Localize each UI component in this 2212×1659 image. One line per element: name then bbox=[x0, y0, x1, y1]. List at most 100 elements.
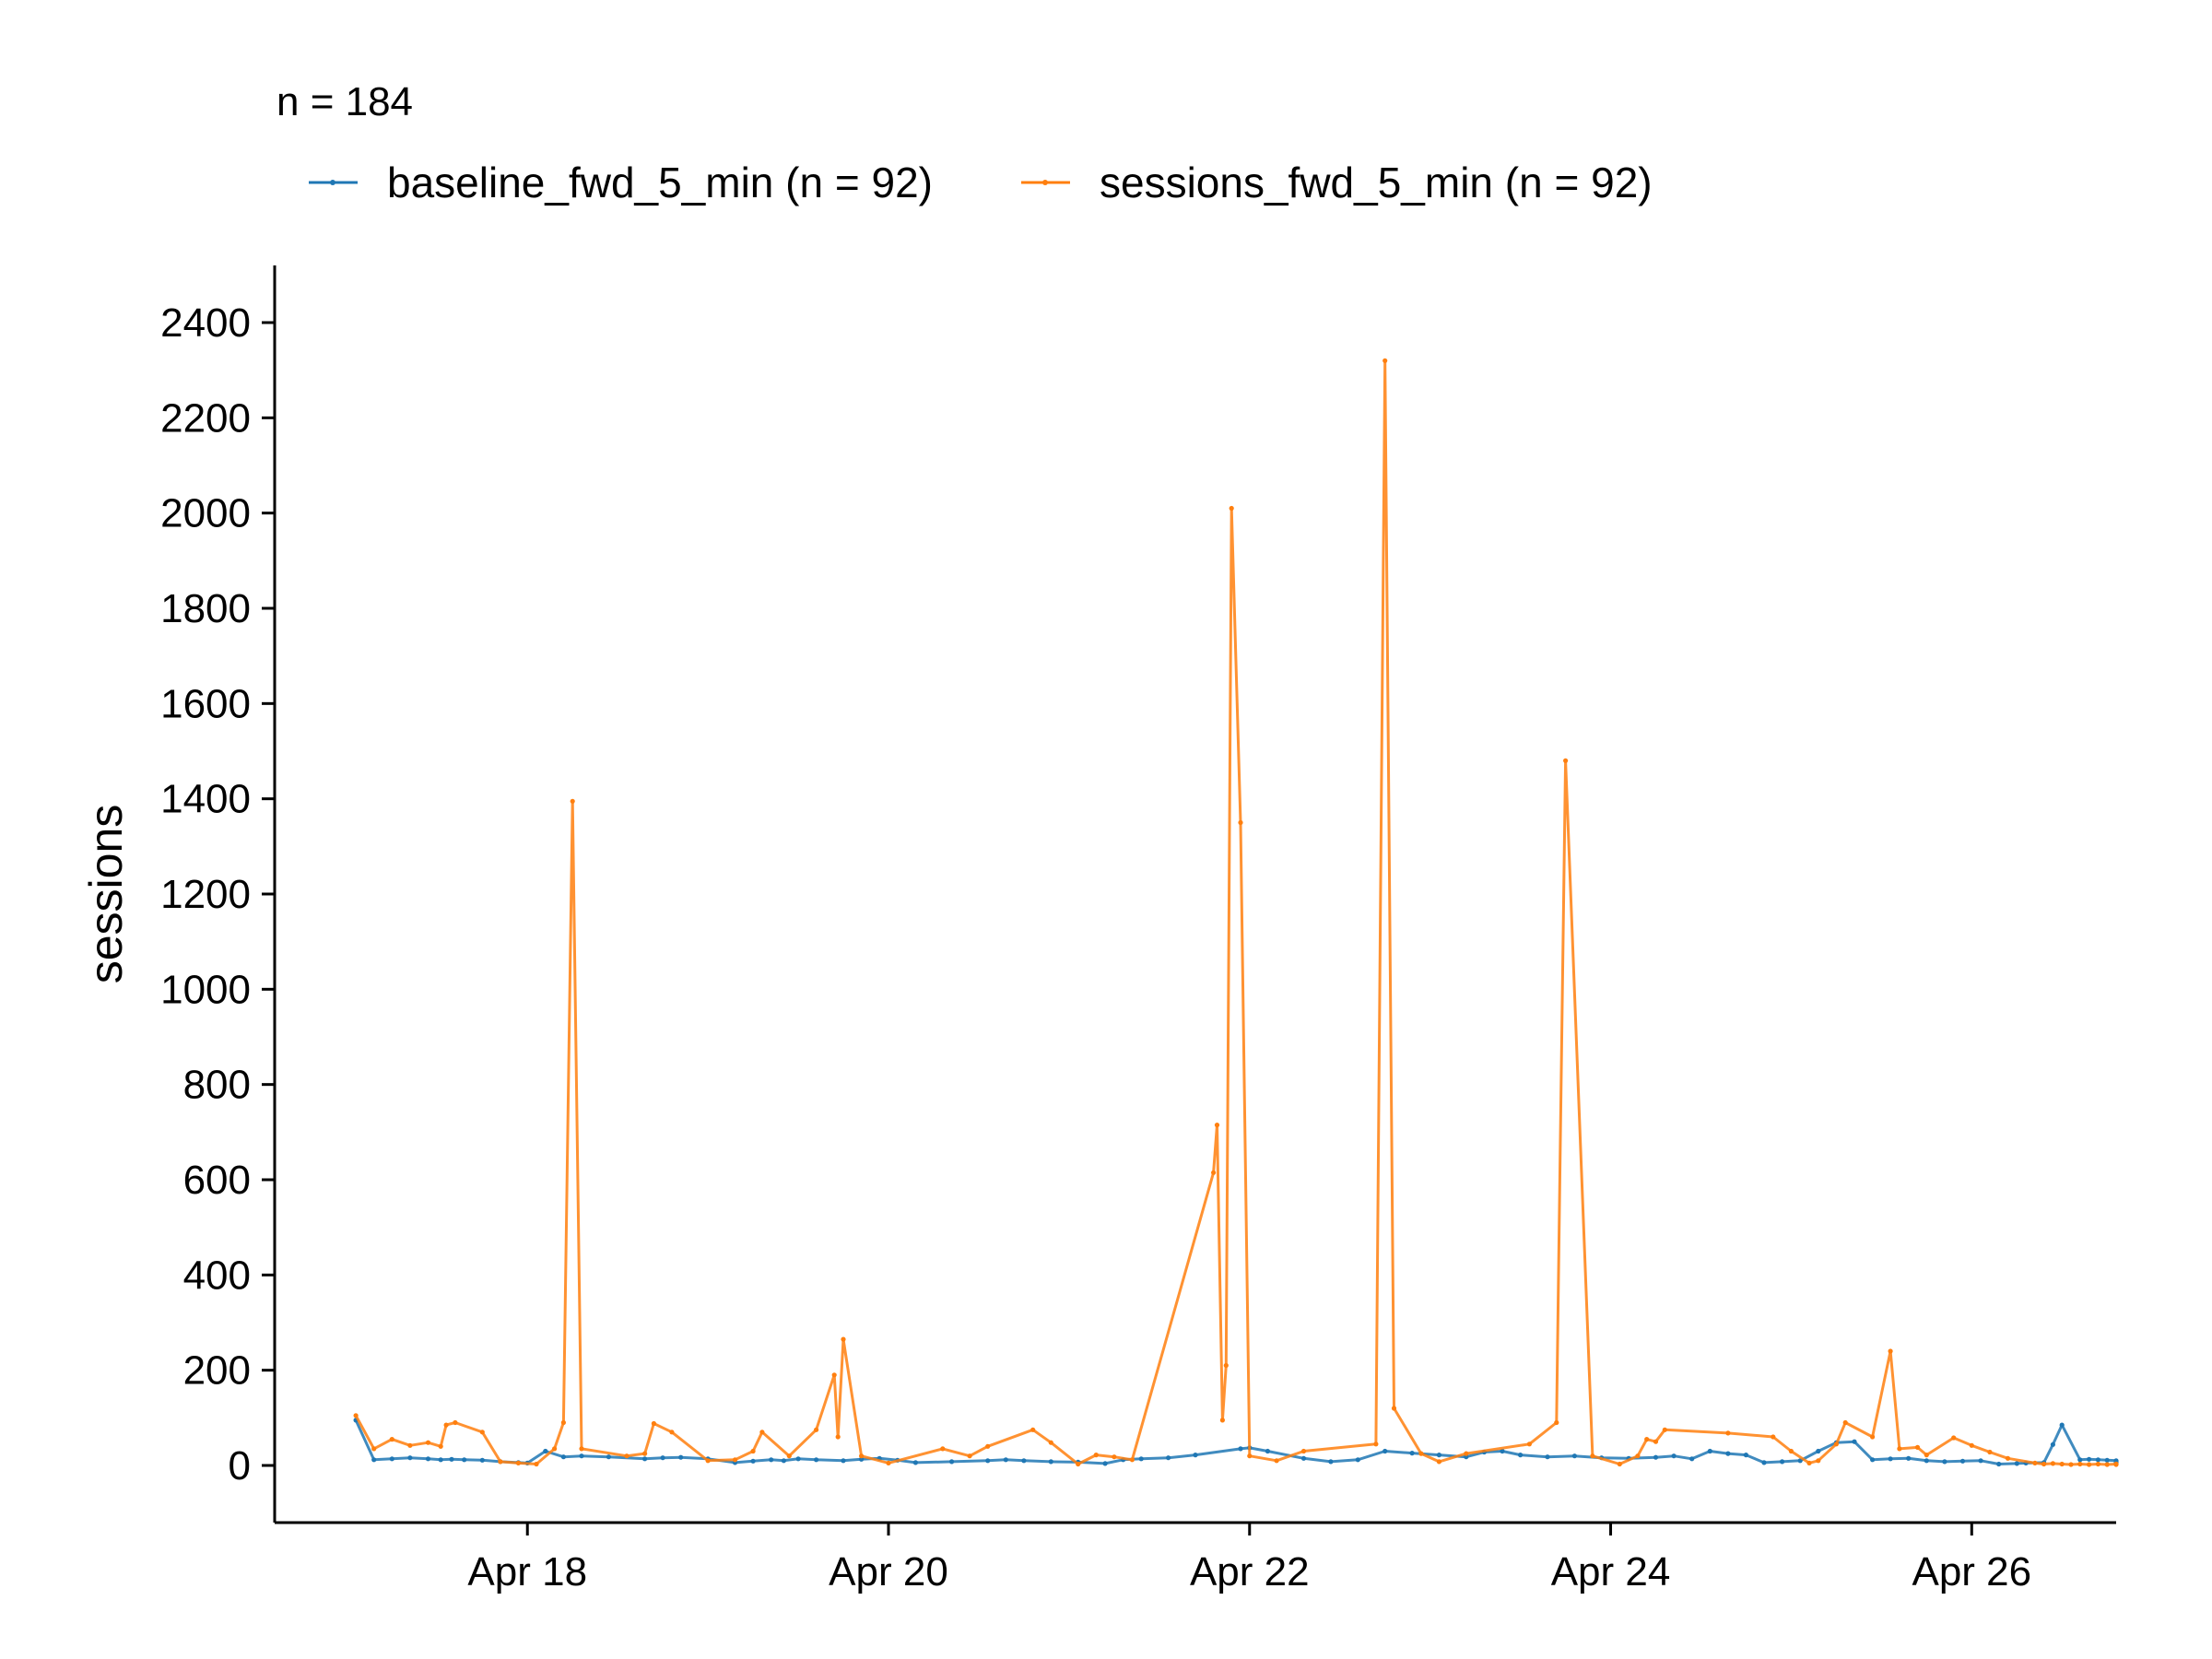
data-point bbox=[1436, 1453, 1441, 1458]
legend-entry-sessions: sessions_fwd_5_min (n = 92) bbox=[1021, 159, 1653, 206]
data-point bbox=[443, 1422, 449, 1428]
data-point bbox=[1725, 1451, 1731, 1456]
data-point bbox=[1545, 1454, 1550, 1460]
data-point bbox=[2014, 1461, 2019, 1466]
data-point bbox=[1924, 1453, 1929, 1458]
legend: baseline_fwd_5_min (n = 92) sessions_fwd… bbox=[309, 159, 1653, 206]
data-point bbox=[2077, 1461, 2083, 1467]
data-point bbox=[371, 1457, 377, 1463]
data-point bbox=[1214, 1123, 1220, 1128]
data-point bbox=[2095, 1457, 2100, 1463]
data-point bbox=[841, 1458, 846, 1464]
data-point bbox=[859, 1453, 865, 1459]
x-tick-label: Apr 26 bbox=[1912, 1549, 2031, 1594]
data-point bbox=[1671, 1453, 1677, 1459]
data-point bbox=[781, 1458, 787, 1464]
data-point bbox=[438, 1457, 443, 1463]
data-point bbox=[651, 1420, 657, 1427]
data-point bbox=[814, 1427, 819, 1432]
data-point bbox=[660, 1455, 665, 1461]
y-axis-title: sessions bbox=[80, 805, 132, 984]
data-point bbox=[1635, 1453, 1641, 1459]
data-point bbox=[2095, 1461, 2100, 1467]
data-point bbox=[1816, 1448, 1821, 1454]
data-point bbox=[1852, 1439, 1857, 1444]
data-point bbox=[1048, 1440, 1053, 1445]
data-point bbox=[1391, 1406, 1397, 1411]
data-point bbox=[1644, 1437, 1650, 1442]
data-point bbox=[1021, 1458, 1027, 1464]
data-point bbox=[886, 1460, 891, 1465]
data-point bbox=[624, 1453, 629, 1459]
data-point bbox=[425, 1440, 431, 1445]
data-point bbox=[1725, 1430, 1731, 1436]
data-point bbox=[1870, 1457, 1876, 1463]
data-point bbox=[1238, 1446, 1243, 1452]
data-point bbox=[1526, 1441, 1532, 1447]
data-point bbox=[750, 1458, 756, 1464]
data-point bbox=[1951, 1435, 1957, 1441]
data-point bbox=[2087, 1462, 2092, 1467]
data-point bbox=[814, 1457, 819, 1463]
data-point bbox=[1653, 1454, 1659, 1460]
data-point bbox=[1409, 1451, 1415, 1456]
data-point bbox=[1219, 1418, 1225, 1423]
x-tick-label: Apr 20 bbox=[829, 1549, 948, 1594]
data-point bbox=[2113, 1461, 2119, 1467]
data-point bbox=[1229, 505, 1234, 512]
data-point bbox=[2059, 1461, 2065, 1467]
series-sessions bbox=[353, 358, 2119, 1467]
data-point bbox=[1238, 819, 1243, 826]
data-point bbox=[642, 1451, 648, 1456]
data-point bbox=[1780, 1459, 1785, 1465]
data-point bbox=[1003, 1457, 1008, 1463]
data-point bbox=[1048, 1459, 1053, 1465]
plot-area bbox=[353, 358, 2119, 1467]
data-point bbox=[543, 1448, 548, 1454]
data-point bbox=[1842, 1419, 1848, 1426]
legend-marker-baseline bbox=[330, 180, 335, 185]
data-point bbox=[1914, 1444, 1921, 1450]
y-tick-label: 1800 bbox=[160, 586, 251, 631]
data-point bbox=[1093, 1453, 1099, 1458]
x-tick-label: Apr 18 bbox=[467, 1549, 587, 1594]
data-point bbox=[407, 1455, 413, 1461]
data-point bbox=[1897, 1446, 1902, 1452]
data-point bbox=[515, 1460, 522, 1465]
data-point bbox=[732, 1457, 738, 1463]
data-point bbox=[642, 1456, 648, 1462]
data-point bbox=[1328, 1459, 1334, 1465]
data-point bbox=[705, 1458, 711, 1464]
data-point bbox=[1500, 1448, 1505, 1454]
data-point bbox=[438, 1443, 443, 1449]
data-point bbox=[389, 1437, 394, 1442]
data-point bbox=[831, 1372, 837, 1378]
data-point bbox=[2059, 1422, 2065, 1428]
data-point bbox=[1996, 1461, 2002, 1467]
data-point bbox=[1707, 1448, 1712, 1454]
y-tick-label: 0 bbox=[229, 1443, 251, 1488]
data-point bbox=[1870, 1434, 1876, 1440]
legend-entry-baseline: baseline_fwd_5_min (n = 92) bbox=[309, 159, 933, 206]
x-tick-label: Apr 24 bbox=[1551, 1549, 1671, 1594]
y-tick-label: 2000 bbox=[160, 491, 251, 536]
data-point bbox=[1102, 1461, 1108, 1466]
legend-label-sessions: sessions_fwd_5_min (n = 92) bbox=[1100, 159, 1653, 206]
data-point bbox=[1166, 1455, 1171, 1461]
data-point bbox=[669, 1430, 675, 1435]
data-point bbox=[2077, 1457, 2083, 1463]
series-baseline bbox=[353, 1418, 2119, 1467]
data-point bbox=[859, 1456, 865, 1462]
data-point bbox=[985, 1443, 991, 1449]
legend-label-baseline: baseline_fwd_5_min (n = 92) bbox=[387, 159, 933, 206]
data-point bbox=[2050, 1441, 2055, 1447]
data-point bbox=[1193, 1453, 1198, 1458]
data-point bbox=[1265, 1448, 1270, 1454]
x-tick-label: Apr 22 bbox=[1190, 1549, 1310, 1594]
data-point bbox=[1662, 1427, 1667, 1432]
chart-subtitle: n = 184 bbox=[276, 79, 413, 124]
data-point bbox=[1300, 1455, 1307, 1461]
data-point bbox=[1382, 358, 1388, 363]
data-point bbox=[453, 1419, 458, 1426]
data-point bbox=[1978, 1458, 1983, 1464]
